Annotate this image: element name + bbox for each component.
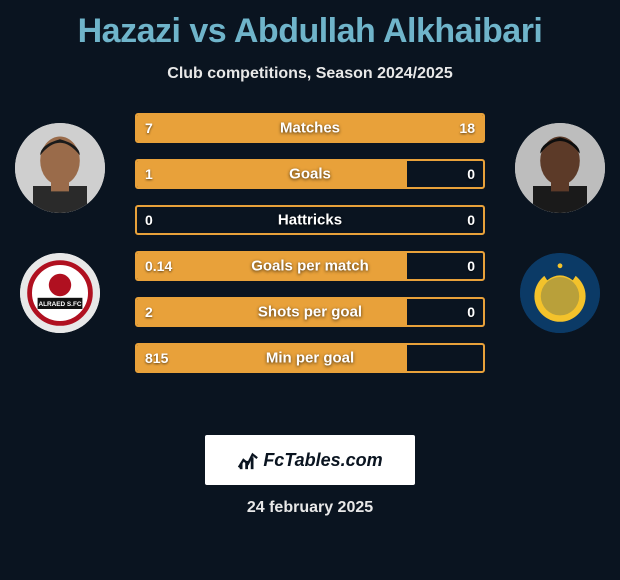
club-left-crest: ALRAED S.FC [20,253,100,333]
brand-badge[interactable]: FcTables.com [205,435,415,485]
chart-icon [237,449,259,471]
subtitle: Club competitions, Season 2024/2025 [0,65,620,83]
brand-text: FcTables.com [237,449,382,471]
bar-left-fill [137,345,407,371]
stat-left-value: 815 [145,350,168,366]
stat-label: Hattricks [137,212,483,229]
stat-right-value: 0 [467,258,475,274]
stat-right-value: 0 [467,212,475,228]
stat-row: 0 0Hattricks [135,205,485,235]
date-text: 24 february 2025 [0,499,620,517]
comparison-chart: ALRAED S.FC 718Matches10Goals00Hattricks… [0,113,620,423]
stat-left-value: 0 [145,212,153,228]
club-right-crest-icon [520,253,600,333]
stat-row: 20Shots per goal [135,297,485,327]
stat-left-value: 2 [145,304,153,320]
player-left-face-icon [15,123,105,213]
stat-left-value: 1 [145,166,153,182]
player-left-avatar [15,123,105,213]
svg-text:ALRAED S.FC: ALRAED S.FC [39,301,82,308]
stat-right-value: 18 [459,120,475,136]
bar-left-fill [137,161,407,187]
stat-row: 718Matches [135,113,485,143]
stat-left-value: 0.14 [145,258,172,274]
stat-right-value: 0 [467,166,475,182]
bar-right-fill [234,115,483,141]
club-left-crest-icon: ALRAED S.FC [20,253,100,333]
stat-right-value: 0 [467,304,475,320]
player-right-face-icon [515,123,605,213]
bar-left-fill [137,299,407,325]
stat-row: 0.140Goals per match [135,251,485,281]
player-right-avatar [515,123,605,213]
page-title: Hazazi vs Abdullah Alkhaibari [0,0,620,51]
club-right-crest [520,253,600,333]
stat-bars: 718Matches10Goals00Hattricks0.140Goals p… [135,113,485,389]
stat-left-value: 7 [145,120,153,136]
stat-row: 815Min per goal [135,343,485,373]
bar-left-fill [137,253,407,279]
stat-row: 10Goals [135,159,485,189]
